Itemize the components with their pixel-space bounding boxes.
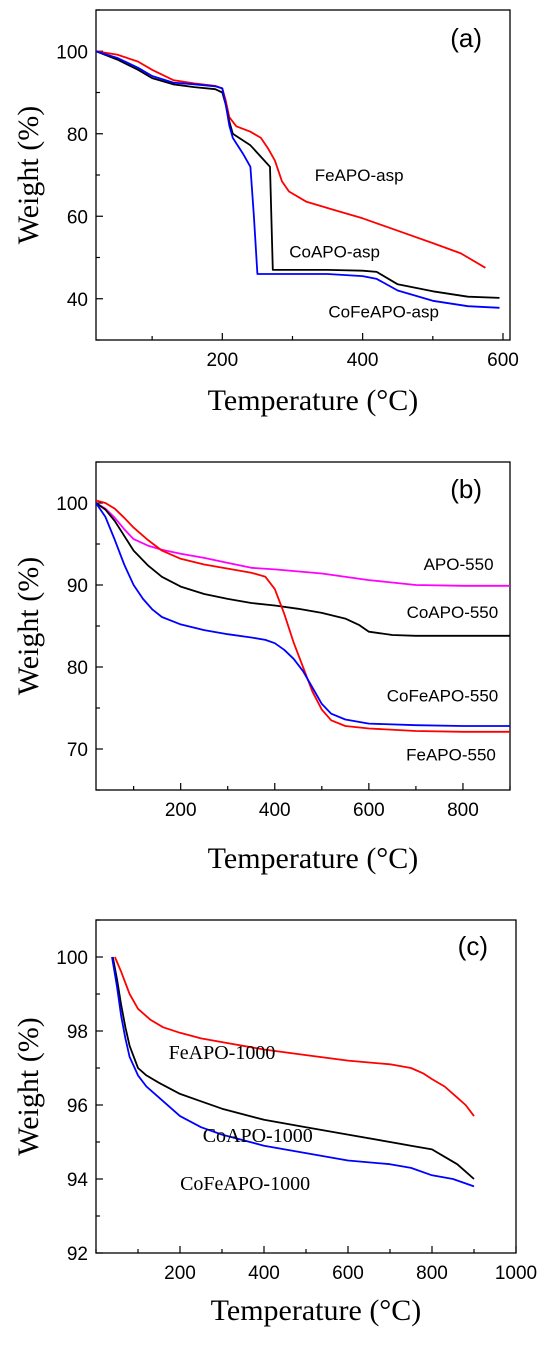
- series-line-coapo-1000: [111, 956, 475, 1180]
- series-label: CoFeAPO-550: [387, 686, 499, 705]
- series-label: CoFeAPO-1000: [180, 1173, 310, 1195]
- plot-frame: [95, 461, 511, 791]
- y-tick-label: 80: [67, 658, 88, 679]
- y-axis-label: Weight (%): [12, 557, 45, 695]
- x-axis-label: Temperature (°C): [208, 842, 419, 875]
- series-line-feapo-550: [95, 499, 510, 733]
- series-label: CoAPO-550: [407, 603, 499, 622]
- x-axis-label: Temperature (°C): [211, 1294, 422, 1327]
- x-tick-label: 1000: [495, 1263, 537, 1284]
- y-tick-label: 90: [67, 576, 88, 597]
- series-line-cofeapo-1000: [111, 956, 475, 1188]
- series-label: FeAPO-1000: [169, 1042, 276, 1064]
- x-tick-label: 200: [206, 350, 238, 371]
- y-tick-label: 40: [67, 290, 88, 311]
- y-tick-label: 94: [67, 1170, 89, 1191]
- series-label: FeAPO-550: [406, 745, 496, 764]
- x-tick-label: 400: [259, 800, 291, 821]
- y-axis-label: Weight (%): [12, 1017, 45, 1155]
- panel-label: (a): [450, 23, 482, 53]
- series-line-apo-550: [95, 502, 510, 587]
- y-tick-label: 80: [67, 125, 88, 146]
- x-tick-label: 600: [332, 1263, 364, 1284]
- series-label: CoFeAPO-asp: [328, 302, 439, 321]
- chart-panel-a: 200 400 600 40 60 80 100 FeAPO-asp CoAPO-asp CoFe…: [12, 9, 519, 417]
- plot-frame: [95, 919, 517, 1254]
- series-line-cofeapo-550: [95, 502, 510, 727]
- chart-panel-b: 200 400 600 800 70 80 90 100 APO-550 CoAPO-550 CoF…: [12, 461, 511, 875]
- y-tick-label: 100: [56, 42, 88, 63]
- x-axis-label: Temperature (°C): [208, 384, 419, 417]
- y-tick-label: 60: [67, 207, 88, 228]
- y-tick-label: 100: [56, 494, 88, 515]
- series-label: FeAPO-asp: [315, 166, 404, 185]
- series-line-coapo-550: [95, 502, 510, 637]
- y-axis-label: Weight (%): [12, 106, 45, 244]
- y-tick-label: 92: [67, 1244, 88, 1265]
- series-label: CoAPO-asp: [289, 243, 380, 262]
- y-tick-label: 70: [67, 740, 88, 761]
- x-tick-label: 600: [353, 800, 385, 821]
- chart-panel-c: 200 400 600 800 1000 92 94 96 98 100 FeAPO-1000 CoA…: [12, 919, 537, 1327]
- y-tick-label: 96: [67, 1096, 88, 1117]
- x-tick-label: 400: [347, 350, 379, 371]
- series-line-coapo-asp: [95, 50, 500, 299]
- plot-frame: [95, 9, 511, 341]
- x-tick-label: 200: [164, 1263, 196, 1284]
- x-tick-label: 200: [165, 800, 197, 821]
- panel-label: (c): [458, 931, 488, 961]
- panel-label: (b): [450, 474, 482, 504]
- y-tick-label: 98: [67, 1022, 88, 1043]
- series-line-cofeapo-asp: [95, 50, 500, 309]
- x-tick-label: 800: [447, 800, 479, 821]
- series-label: CoAPO-1000: [203, 1125, 313, 1147]
- x-tick-label: 600: [487, 350, 519, 371]
- x-tick-label: 800: [416, 1263, 448, 1284]
- y-tick-label: 100: [56, 948, 88, 969]
- series-label: APO-550: [424, 555, 494, 574]
- series-line-feapo-1000: [114, 956, 475, 1117]
- x-tick-label: 400: [248, 1263, 280, 1284]
- series-line-feapo-asp: [95, 50, 486, 269]
